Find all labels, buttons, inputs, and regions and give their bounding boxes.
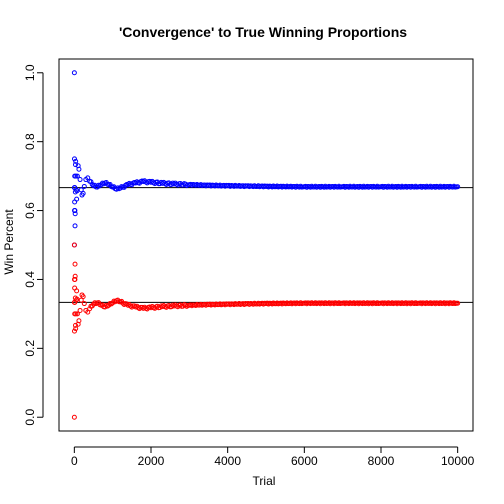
data-point <box>88 179 94 185</box>
series-2 <box>71 242 461 420</box>
y-tick-label: 1.0 <box>23 64 37 81</box>
data-point <box>72 273 78 279</box>
data-point <box>76 318 82 324</box>
x-tick-label: 6000 <box>291 454 318 468</box>
data-point <box>131 303 137 309</box>
data-point <box>72 322 78 328</box>
data-point <box>72 276 78 282</box>
data-points <box>71 70 461 420</box>
y-tick-label: 0.4 <box>23 271 37 288</box>
data-point <box>89 182 95 188</box>
data-point <box>81 183 87 189</box>
data-point <box>71 242 77 248</box>
y-tick-label: 0.2 <box>23 340 37 357</box>
data-point <box>87 306 93 312</box>
data-point <box>72 211 78 217</box>
x-tick-label: 4000 <box>214 454 241 468</box>
data-point <box>74 173 80 179</box>
y-tick-label: 0.8 <box>23 133 37 150</box>
data-point <box>80 294 86 300</box>
data-point <box>77 177 83 183</box>
data-point <box>74 311 80 317</box>
data-point <box>81 301 87 307</box>
data-point <box>72 208 78 214</box>
data-point <box>72 261 78 267</box>
x-axis-label: Trial <box>253 474 276 488</box>
x-tick-label: 0 <box>71 454 78 468</box>
chart-title: 'Convergence' to True Winning Proportion… <box>119 24 407 40</box>
data-point <box>73 173 79 179</box>
data-point <box>72 223 78 229</box>
data-point <box>72 162 78 168</box>
y-axis-label: Win Percent <box>2 209 16 275</box>
data-point <box>73 158 79 164</box>
data-point <box>73 311 79 317</box>
series-1 <box>71 70 461 248</box>
x-tick-label: 2000 <box>138 454 165 468</box>
data-point <box>71 414 77 420</box>
data-point <box>74 288 80 294</box>
data-point <box>71 328 77 334</box>
data-point <box>455 184 461 190</box>
axes: 0 2000 4000 6000 8000 10000 0.0 0.2 0.4 0.6 0.8 1.0 <box>23 64 475 468</box>
data-point <box>74 196 80 202</box>
y-tick-label: 0.0 <box>23 409 37 426</box>
y-tick-label: 0.6 <box>23 202 37 219</box>
data-point <box>71 156 77 162</box>
data-point <box>455 300 461 306</box>
x-tick-label: 10000 <box>441 454 475 468</box>
data-point <box>77 307 83 313</box>
data-point <box>76 166 82 172</box>
plot-frame <box>58 58 474 432</box>
data-point <box>80 190 86 196</box>
data-point <box>73 326 79 332</box>
data-point <box>71 70 77 76</box>
x-tick-label: 8000 <box>368 454 395 468</box>
